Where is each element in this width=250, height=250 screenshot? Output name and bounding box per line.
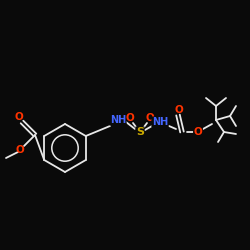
Text: O: O bbox=[194, 127, 202, 137]
Text: NH: NH bbox=[110, 115, 126, 125]
Text: O: O bbox=[146, 113, 154, 123]
Text: O: O bbox=[16, 145, 24, 155]
Text: NH: NH bbox=[152, 117, 168, 127]
Text: O: O bbox=[126, 113, 134, 123]
Text: S: S bbox=[136, 127, 144, 137]
Text: O: O bbox=[14, 112, 24, 122]
Text: O: O bbox=[174, 105, 184, 115]
